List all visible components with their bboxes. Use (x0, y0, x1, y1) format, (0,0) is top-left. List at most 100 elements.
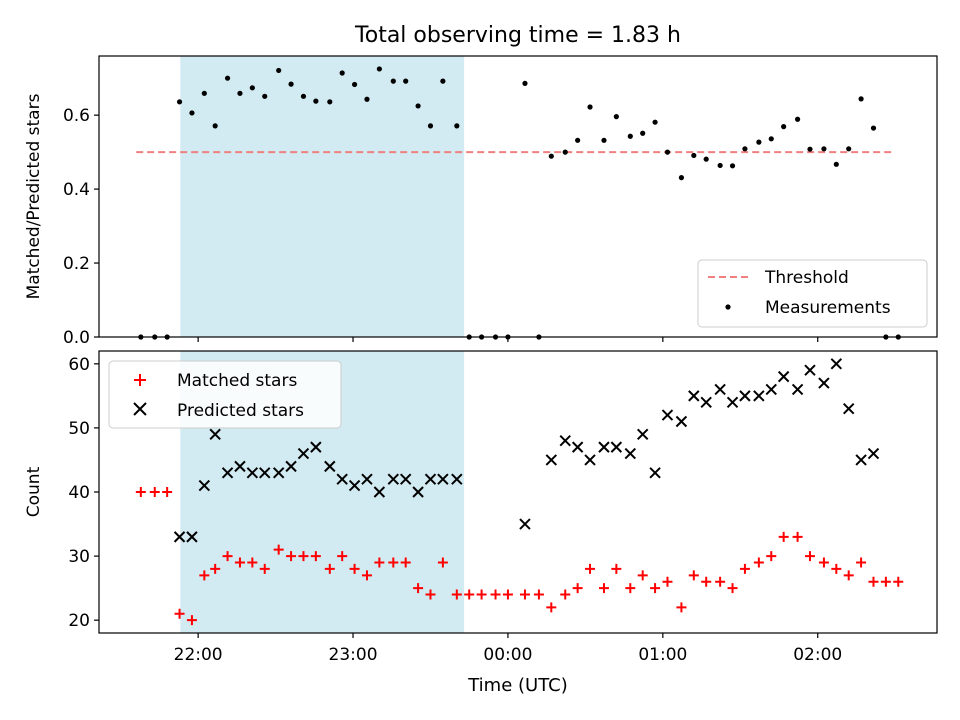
matched-star-point (676, 602, 687, 613)
predicted-star-point (221, 467, 234, 479)
measurement-point (176, 99, 183, 105)
predicted-star-point (765, 383, 777, 396)
predicted-star-point (584, 454, 596, 466)
predicted-star-point (649, 467, 661, 479)
y-tick-label: 30 (68, 547, 90, 567)
matched-star-point (546, 602, 557, 613)
matched-star-point (572, 583, 583, 594)
x-tick-label: 23:00 (329, 645, 378, 665)
predicted-star-point (519, 518, 531, 530)
predicted-star-point (387, 473, 400, 485)
matched-star-point (856, 557, 867, 568)
predicted-star-point (843, 402, 855, 415)
axes-frame (98, 55, 938, 338)
predicted-star-point (636, 428, 649, 441)
legend-measurement-swatch (725, 304, 731, 310)
measurement-point (249, 85, 255, 91)
legend-matched-label: Matched stars (177, 371, 297, 391)
matched-star-point (701, 576, 712, 587)
measurement-point (846, 146, 852, 152)
matched-star-point (880, 576, 891, 587)
predicted-star-point (753, 390, 765, 402)
measurement-point (858, 96, 864, 102)
predicted-star-point (610, 441, 623, 453)
y-tick-label: 40 (68, 483, 90, 503)
matched-star-point (637, 570, 648, 581)
matched-star-point (451, 589, 462, 600)
predicted-star-point (830, 358, 843, 370)
predicted-star-point (867, 447, 880, 460)
matched-star-point (400, 557, 411, 568)
y-tick-label: 0.4 (63, 180, 90, 200)
observing-span (180, 56, 465, 337)
y-tick-label: 20 (68, 611, 90, 631)
matched-star-point (585, 563, 596, 574)
matched-star-point (533, 589, 544, 600)
y-axis-label: Matched/Predicted stars (24, 93, 44, 299)
measurement-point (403, 78, 409, 84)
x-tick-label: 22:00 (174, 645, 223, 665)
predicted-star-point (559, 435, 571, 447)
legend-measurement-label: Measurements (765, 298, 891, 318)
predicted-star-point (818, 377, 830, 389)
matched-star-point (490, 589, 501, 600)
matched-star-point (766, 551, 777, 562)
predicted-star-point (804, 364, 816, 376)
measurement-point (339, 70, 345, 76)
measurement-point (821, 146, 827, 152)
matched-star-point (715, 576, 726, 587)
matched-star-point (778, 531, 789, 542)
matched-star-point (222, 551, 233, 562)
matched-star-point (349, 563, 360, 574)
predicted-star-point (373, 486, 386, 498)
measurement-point (237, 90, 243, 96)
measurement-point (833, 161, 839, 167)
predicted-star-point (661, 409, 674, 421)
predicted-star-point (688, 390, 700, 402)
matched-star-point (625, 583, 636, 594)
predicted-star-point (310, 441, 322, 453)
measurement-point (768, 136, 774, 142)
legend-matched-swatch (134, 374, 146, 386)
measurement-point (313, 98, 319, 104)
legend-threshold-label: Threshold (764, 268, 849, 288)
measurement-point (652, 119, 658, 125)
matched-star-point (234, 557, 245, 568)
matched-star-point (210, 563, 221, 574)
predicted-star-point (545, 454, 558, 466)
y-tick-label: 50 (68, 419, 90, 439)
predicted-star-point (336, 473, 348, 485)
matched-star-point (273, 544, 284, 555)
legend-predicted-swatch (133, 402, 147, 416)
matched-star-point (361, 570, 372, 581)
measurement-point (807, 146, 813, 152)
measurement-point (601, 137, 607, 143)
predicted-star-point (285, 460, 297, 473)
measurement-point (627, 133, 633, 139)
legend-top: Threshold Measurements (697, 259, 928, 328)
measurement-point (729, 163, 736, 169)
measurement-point (742, 146, 748, 152)
predicted-star-point (739, 390, 751, 402)
measurement-point (262, 93, 268, 99)
measurement-point (613, 114, 619, 120)
x-tick-label: 02:00 (793, 645, 842, 665)
predicted-star-point (361, 473, 373, 485)
predicted-star-point (714, 383, 726, 396)
measurement-point (189, 110, 195, 116)
y-tick-label: 0.0 (63, 328, 90, 348)
y-tick-label: 60 (68, 355, 90, 375)
predicted-star-point (209, 428, 221, 441)
matched-star-point (843, 570, 854, 581)
matched-star-point (519, 589, 530, 600)
predicted-star-point (272, 467, 285, 479)
matched-star-point (818, 557, 829, 568)
chart-title: Total observing time = 1.83 h (354, 23, 681, 48)
matched-star-point (753, 557, 764, 568)
measurement-point (224, 75, 231, 81)
matched-star-point (792, 531, 803, 542)
measurement-point (351, 81, 358, 88)
measurement-point (691, 152, 697, 159)
legend-predicted-label: Predicted stars (177, 401, 304, 421)
